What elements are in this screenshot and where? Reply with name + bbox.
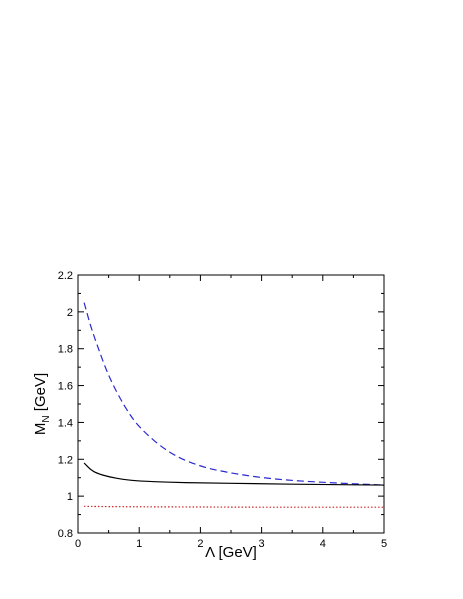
- y-axis-label: MN [GeV]: [32, 373, 52, 435]
- x-tick-label: 5: [381, 538, 387, 550]
- x-tick-label: 3: [259, 538, 265, 550]
- axis-tick-labels: 0 1 2 3 4 5 0.8 1 1.2 1.4 1.6 1.8 2 2.2: [58, 270, 387, 550]
- x-tick-label: 1: [136, 538, 142, 550]
- x-tick-label: 0: [75, 538, 81, 550]
- y-tick-label: 1.4: [58, 417, 73, 429]
- y-tick-label: 1.6: [58, 381, 73, 393]
- x-tick-label: 2: [197, 538, 203, 550]
- y-axis-label-subscript: N: [41, 415, 52, 422]
- y-tick-label: 2: [67, 307, 73, 319]
- series-line-dashed: [83, 302, 385, 486]
- y-tick-label: 1.8: [58, 344, 73, 356]
- series-line-dotted: [84, 505, 384, 508]
- y-tick-label: 0.8: [58, 528, 73, 540]
- x-axis-label: Λ [GeV]: [205, 544, 257, 561]
- axis-ticks: [77, 274, 385, 534]
- y-axis-label-main: M: [32, 423, 49, 436]
- y-axis-label-unit: [GeV]: [32, 373, 49, 416]
- plot-frame: [77, 274, 385, 534]
- y-tick-label: 2.2: [58, 270, 73, 282]
- y-tick-label: 1: [67, 491, 73, 503]
- series-lines: [83, 302, 385, 508]
- y-tick-label: 1.2: [58, 454, 73, 466]
- x-tick-label: 4: [320, 538, 326, 550]
- series-line-solid: [83, 462, 385, 486]
